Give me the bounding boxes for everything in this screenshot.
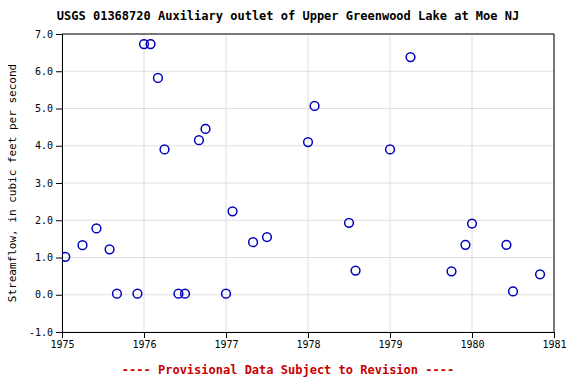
- tick-mark: [56, 258, 62, 259]
- point: [105, 245, 114, 254]
- point: [536, 270, 545, 279]
- point: [181, 289, 190, 298]
- grid-line: [62, 108, 554, 109]
- tick-label: 5.0: [35, 103, 53, 114]
- y-tick: 7.0: [35, 29, 62, 40]
- point: [154, 74, 163, 83]
- tick-mark: [56, 146, 62, 147]
- tick-label: 1978: [296, 339, 320, 350]
- y-axis-title: Streamflow, in cubic feet per second: [6, 64, 19, 302]
- grid-line: [62, 71, 554, 72]
- grid: [62, 34, 554, 332]
- y-tick: -1.0: [29, 327, 62, 338]
- tick-label: 6.0: [35, 66, 53, 77]
- x-axis: 1975 1976 1977 1978 1979 1980 1981: [50, 332, 566, 350]
- x-tick: 1977: [214, 332, 238, 350]
- annotation: ---- Provisional Data Subject to Revisio…: [122, 363, 454, 377]
- tick-label: 1977: [214, 339, 238, 350]
- tick-label: 1979: [378, 339, 402, 350]
- point: [249, 238, 258, 247]
- tick-label: 7.0: [35, 29, 53, 40]
- grid-line: [62, 34, 554, 35]
- point: [351, 266, 360, 275]
- point: [406, 53, 415, 62]
- y-tick: 6.0: [35, 66, 62, 77]
- point: [386, 145, 395, 154]
- tick-mark: [554, 332, 555, 338]
- tick-mark: [56, 34, 62, 35]
- y-tick: 5.0: [35, 103, 62, 114]
- points: [62, 40, 544, 298]
- axis-line: [63, 333, 555, 339]
- point: [133, 289, 142, 298]
- point: [228, 207, 237, 216]
- y-axis: -1.0 0.0 1.0 2.0 3.0 4.0 5.0 6.0 7.0: [29, 29, 63, 338]
- grid-line: [554, 34, 555, 332]
- point: [222, 289, 231, 298]
- tick-label: 4.0: [35, 140, 53, 151]
- tick-label: 3.0: [35, 178, 53, 189]
- x-tick: 1976: [132, 332, 156, 350]
- point: [78, 241, 87, 250]
- point: [345, 218, 354, 227]
- x-tick: 1981: [542, 332, 566, 350]
- tick-label: 0.0: [35, 289, 53, 300]
- tick-mark: [308, 332, 309, 338]
- tick-mark: [56, 332, 62, 333]
- point: [160, 145, 169, 154]
- grid-line: [62, 183, 554, 184]
- tick-label: 1975: [50, 339, 74, 350]
- point: [461, 240, 470, 249]
- y-tick: 3.0: [35, 178, 62, 189]
- tick-mark: [56, 183, 62, 184]
- tick-label: 1980: [460, 339, 484, 350]
- x-tick: 1980: [460, 332, 484, 350]
- x-tick: 1979: [378, 332, 402, 350]
- tick-mark: [226, 332, 227, 338]
- x-tick: 1975: [50, 332, 74, 350]
- tick-mark: [56, 220, 62, 221]
- grid-line: [62, 257, 554, 258]
- tick-mark: [56, 71, 62, 72]
- grid-line: [62, 294, 554, 295]
- plot-area: 1975 1976 1977 1978 1979 1980 1981 -1.0 0.0 1.0 2.…: [29, 29, 567, 350]
- tick-label: 1976: [132, 339, 156, 350]
- point: [195, 136, 204, 145]
- y-tick: 4.0: [35, 140, 62, 151]
- frame-line: [62, 34, 554, 35]
- tick-label: 1981: [542, 339, 566, 350]
- title: USGS 01368720 Auxiliary outlet of Upper …: [57, 9, 519, 23]
- tick-mark: [472, 332, 473, 338]
- tick-label: -1.0: [29, 327, 53, 338]
- tick-mark: [56, 295, 62, 296]
- tick-mark: [144, 332, 145, 338]
- x-tick: 1978: [296, 332, 320, 350]
- point: [304, 138, 313, 147]
- point: [263, 233, 272, 242]
- tick-label: 1.0: [35, 252, 53, 263]
- point: [310, 102, 319, 111]
- point: [447, 267, 456, 276]
- point: [509, 287, 518, 296]
- tick-label: 2.0: [35, 215, 53, 226]
- point: [468, 219, 477, 228]
- axis-line: [56, 35, 63, 333]
- y-tick: 2.0: [35, 215, 62, 226]
- point: [201, 125, 210, 134]
- y-tick: 0.0: [35, 289, 62, 300]
- point: [62, 252, 70, 261]
- grid-line: [62, 220, 554, 221]
- chart: 1975 1976 1977 1978 1979 1980 1981 -1.0 0.0 1.0 2.…: [0, 0, 576, 384]
- y-tick: 1.0: [35, 252, 62, 263]
- point: [146, 40, 155, 49]
- point: [113, 289, 122, 298]
- tick-mark: [390, 332, 391, 338]
- tick-mark: [56, 109, 62, 110]
- frame-line: [554, 34, 555, 332]
- point: [92, 224, 101, 233]
- point: [502, 240, 511, 249]
